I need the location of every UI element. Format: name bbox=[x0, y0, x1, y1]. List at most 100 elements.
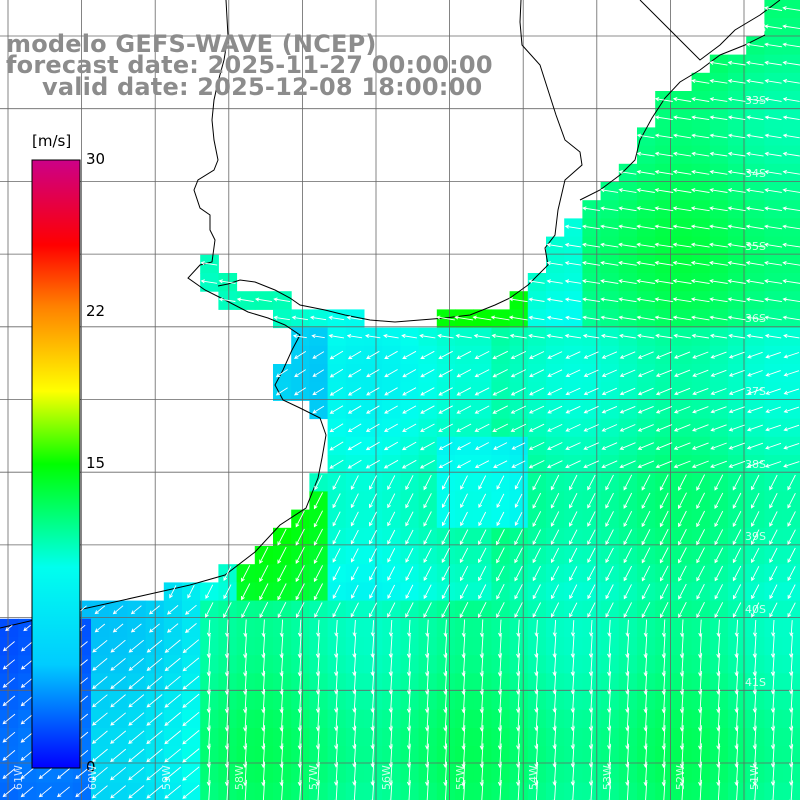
wind-arrow bbox=[782, 78, 800, 84]
wind-arrow bbox=[582, 224, 601, 230]
wind-arrow bbox=[623, 529, 633, 546]
wind-arrow bbox=[420, 350, 435, 359]
wind-arrow bbox=[169, 585, 177, 599]
wind-arrow bbox=[456, 369, 472, 378]
wind-arrow bbox=[641, 474, 651, 491]
wind-arrow bbox=[312, 405, 325, 414]
wind-arrow bbox=[564, 224, 581, 230]
wind-arrow bbox=[366, 369, 380, 378]
wind-arrow bbox=[691, 169, 710, 175]
wind-arrow bbox=[438, 387, 453, 396]
wind-arrow bbox=[328, 315, 345, 321]
wind-arrow bbox=[690, 206, 710, 212]
wind-arrow bbox=[459, 601, 469, 619]
wind-arrow bbox=[636, 188, 655, 193]
wind-arrow bbox=[636, 206, 655, 212]
wind-arrow bbox=[2, 731, 16, 743]
wind-arrow bbox=[672, 169, 692, 175]
wind-arrow bbox=[164, 675, 181, 690]
wind-arrow bbox=[402, 423, 417, 432]
wind-arrow bbox=[92, 658, 108, 671]
wind-arrow bbox=[273, 315, 290, 321]
wind-arrow bbox=[637, 351, 654, 359]
wind-arrow bbox=[184, 604, 197, 615]
wind-arrow bbox=[456, 460, 471, 469]
wind-arrow bbox=[569, 511, 578, 527]
wind-arrow bbox=[182, 657, 200, 672]
wind-arrow bbox=[601, 460, 618, 469]
wind-arrow bbox=[546, 315, 563, 321]
wind-arrow bbox=[764, 206, 782, 212]
wind-arrow bbox=[764, 97, 782, 102]
wind-arrow bbox=[782, 6, 800, 11]
wind-arrow bbox=[619, 387, 636, 396]
wind-arrow bbox=[532, 565, 541, 582]
wind-arrow bbox=[782, 151, 800, 157]
wind-arrow bbox=[764, 315, 782, 321]
wind-arrow bbox=[600, 279, 619, 284]
wind-arrow bbox=[546, 261, 563, 266]
wind-arrow bbox=[456, 423, 472, 432]
wind-arrow bbox=[600, 242, 619, 248]
wind-arrow bbox=[751, 584, 760, 600]
wind-arrow bbox=[564, 279, 581, 284]
wind-arrow bbox=[456, 405, 472, 414]
wind-arrow bbox=[236, 297, 254, 303]
wind-arrow bbox=[2, 750, 16, 761]
wind-arrow bbox=[511, 442, 526, 450]
wind-arrow bbox=[619, 424, 636, 432]
wind-arrow bbox=[746, 60, 764, 66]
wind-arrow bbox=[636, 242, 656, 248]
wind-arrow bbox=[146, 785, 163, 799]
wind-arrow bbox=[661, 619, 666, 638]
wind-arrow bbox=[673, 333, 691, 339]
wind-arrow bbox=[460, 475, 468, 490]
wind-arrow bbox=[717, 780, 721, 800]
wind-arrow bbox=[764, 42, 782, 48]
wind-arrow bbox=[56, 768, 70, 780]
wind-arrow bbox=[750, 492, 760, 509]
wind-arrow bbox=[366, 387, 380, 396]
wind-arrow bbox=[600, 260, 619, 266]
wind-arrow bbox=[241, 601, 250, 619]
wind-arrow bbox=[727, 224, 746, 230]
wind-arrow bbox=[782, 97, 800, 102]
wind-arrow bbox=[547, 423, 563, 432]
wind-arrow bbox=[223, 584, 232, 600]
wind-arrow bbox=[565, 369, 581, 377]
wind-arrow bbox=[332, 548, 341, 563]
wind-arrow bbox=[600, 188, 619, 193]
wind-arrow bbox=[546, 242, 563, 248]
wind-arrow bbox=[370, 620, 375, 637]
wind-arrow bbox=[436, 315, 455, 321]
wind-arrow bbox=[2, 786, 16, 798]
wind-arrow bbox=[405, 547, 414, 563]
wind-arrow bbox=[347, 350, 362, 360]
wind-arrow bbox=[569, 602, 578, 618]
wind-arrow bbox=[601, 387, 617, 396]
wind-arrow bbox=[709, 279, 728, 284]
wind-arrow bbox=[655, 405, 673, 414]
wind-arrow bbox=[329, 387, 344, 396]
wind-arrow bbox=[582, 279, 601, 284]
wind-arrow bbox=[332, 584, 341, 599]
wind-arrow bbox=[329, 368, 344, 378]
wind-arrow bbox=[460, 493, 468, 509]
wind-arrow bbox=[423, 602, 432, 618]
wind-arrow bbox=[148, 623, 160, 633]
wind-arrow bbox=[243, 619, 248, 638]
wind-arrow bbox=[441, 566, 450, 582]
wind-arrow bbox=[678, 547, 687, 564]
wind-arrow bbox=[771, 619, 776, 637]
wind-arrow bbox=[714, 529, 724, 546]
wind-arrow bbox=[732, 584, 742, 600]
wind-arrow bbox=[528, 405, 545, 414]
wind-arrow bbox=[420, 369, 435, 378]
wind-arrow bbox=[474, 350, 490, 359]
wind-arrow bbox=[347, 441, 362, 451]
wind-arrow bbox=[659, 528, 669, 546]
wind-arrow bbox=[600, 333, 618, 339]
wind-arrow bbox=[364, 333, 381, 339]
wind-arrow bbox=[746, 97, 764, 102]
